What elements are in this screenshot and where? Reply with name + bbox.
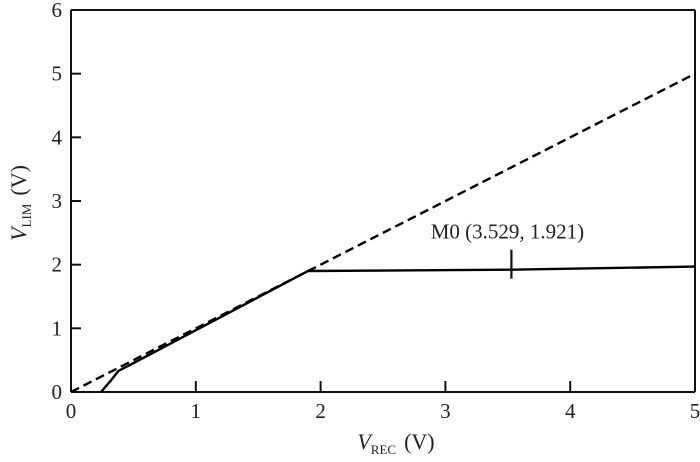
axis-ticks: 0 1 2 3 4 5 0 1 2 3 4 5 6	[52, 0, 700, 423]
y-axis-title-main: V	[6, 225, 31, 241]
solid-series-line	[100, 265, 696, 393]
y-tick-label: 6	[52, 0, 63, 22]
x-axis-title-unit: (V)	[404, 429, 435, 454]
x-tick-label: 1	[191, 399, 202, 423]
x-axis-title-main: V	[357, 429, 373, 454]
x-axis-title-sub: REC	[371, 442, 396, 457]
y-tick-label: 1	[52, 316, 63, 340]
x-tick-label: 4	[565, 399, 576, 423]
x-tick-label: 0	[66, 399, 77, 423]
y-tick-label: 0	[52, 380, 63, 404]
series-layer	[70, 72, 696, 394]
y-tick-label: 5	[52, 62, 63, 86]
x-tick-label: 2	[315, 399, 326, 423]
annotation-layer: M0 (3.529, 1.921)	[431, 220, 584, 279]
y-axis-title-unit: (V)	[6, 165, 31, 196]
y-axis-title-sub: LIM	[19, 203, 34, 227]
y-tick-label: 2	[52, 253, 63, 277]
y-axis-title: VLIM (V)	[6, 165, 34, 241]
x-tick-label: 3	[440, 399, 451, 423]
dashed-series-line	[70, 72, 696, 394]
y-tick-label: 4	[52, 125, 63, 149]
x-tick-label: 5	[690, 399, 700, 423]
marker-m0-label: M0 (3.529, 1.921)	[431, 220, 584, 244]
x-axis-title: VREC (V)	[357, 429, 434, 457]
y-tick-label: 3	[52, 189, 63, 213]
